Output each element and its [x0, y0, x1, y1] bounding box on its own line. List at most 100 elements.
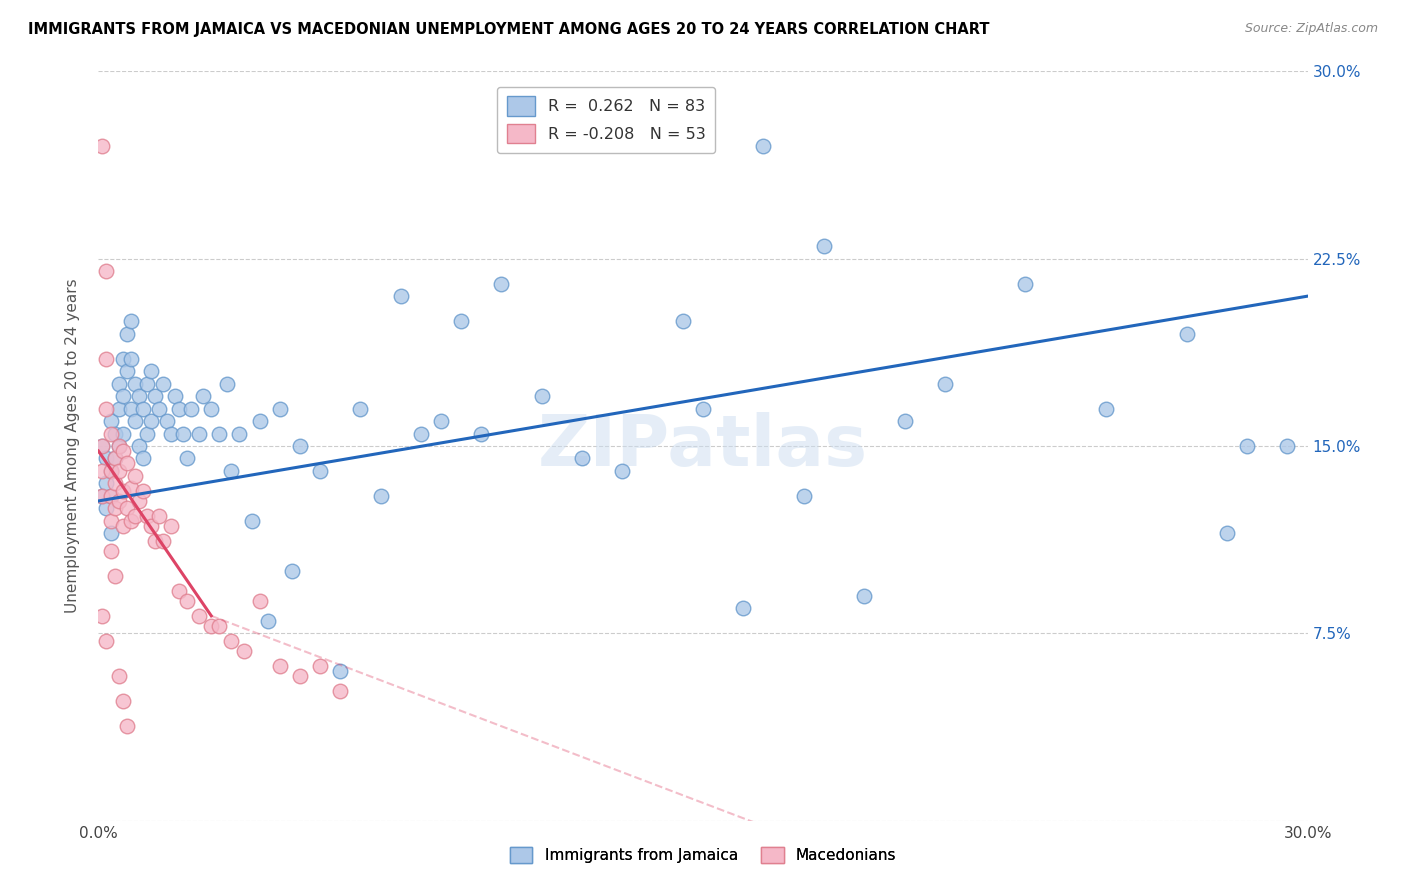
Point	[120, 514, 142, 528]
Point	[1014, 277, 1036, 291]
Point	[100, 514, 122, 528]
Point	[221, 464, 243, 478]
Point	[96, 264, 118, 278]
Point	[1095, 401, 1118, 416]
Point	[107, 401, 129, 416]
Point	[249, 414, 271, 428]
Point	[217, 376, 239, 391]
Point	[135, 426, 157, 441]
Point	[733, 601, 755, 615]
Point	[132, 401, 155, 416]
Point	[288, 439, 311, 453]
Point	[100, 489, 122, 503]
Point	[124, 469, 146, 483]
Point	[132, 451, 155, 466]
Point	[530, 389, 553, 403]
Point	[208, 619, 231, 633]
Point	[96, 476, 118, 491]
Point	[124, 414, 146, 428]
Point	[100, 464, 122, 478]
Point	[111, 444, 134, 458]
Point	[115, 457, 138, 471]
Point	[249, 594, 271, 608]
Point	[1277, 439, 1299, 453]
Point	[100, 489, 122, 503]
Point	[91, 608, 114, 623]
Point	[160, 519, 183, 533]
Point	[692, 401, 714, 416]
Point	[111, 519, 134, 533]
Point	[128, 389, 150, 403]
Point	[148, 401, 170, 416]
Point	[143, 389, 166, 403]
Y-axis label: Unemployment Among Ages 20 to 24 years: Unemployment Among Ages 20 to 24 years	[65, 278, 80, 614]
Point	[200, 401, 222, 416]
Point	[853, 589, 876, 603]
Point	[103, 569, 125, 583]
Point	[612, 464, 634, 478]
Point	[100, 426, 122, 441]
Point	[100, 526, 122, 541]
Point	[91, 489, 114, 503]
Point	[188, 426, 211, 441]
Point	[111, 351, 134, 366]
Point	[167, 583, 190, 598]
Point	[96, 501, 118, 516]
Point	[1175, 326, 1198, 341]
Point	[91, 139, 114, 153]
Legend: Immigrants from Jamaica, Macedonians: Immigrants from Jamaica, Macedonians	[503, 841, 903, 869]
Point	[309, 464, 332, 478]
Point	[221, 633, 243, 648]
Point	[115, 326, 138, 341]
Point	[1236, 439, 1258, 453]
Point	[107, 439, 129, 453]
Point	[172, 426, 194, 441]
Point	[240, 514, 263, 528]
Point	[228, 426, 250, 441]
Point	[329, 683, 352, 698]
Point	[139, 364, 162, 378]
Point	[752, 139, 775, 153]
Point	[256, 614, 278, 628]
Point	[103, 451, 125, 466]
Point	[91, 489, 114, 503]
Point	[152, 533, 174, 548]
Point	[103, 476, 125, 491]
Point	[124, 376, 146, 391]
Point	[167, 401, 190, 416]
Point	[349, 401, 371, 416]
Point	[180, 401, 202, 416]
Point	[103, 501, 125, 516]
Point	[288, 669, 311, 683]
Point	[893, 414, 915, 428]
Point	[370, 489, 392, 503]
Point	[160, 426, 183, 441]
Point	[120, 401, 142, 416]
Point	[193, 389, 215, 403]
Point	[96, 401, 118, 416]
Point	[176, 451, 198, 466]
Point	[269, 401, 291, 416]
Point	[91, 464, 114, 478]
Point	[107, 439, 129, 453]
Point	[389, 289, 412, 303]
Point	[111, 389, 134, 403]
Point	[96, 351, 118, 366]
Point	[281, 564, 304, 578]
Point	[143, 533, 166, 548]
Text: Source: ZipAtlas.com: Source: ZipAtlas.com	[1244, 22, 1378, 36]
Point	[1216, 526, 1239, 541]
Point	[96, 633, 118, 648]
Point	[115, 501, 138, 516]
Point	[115, 364, 138, 378]
Point	[107, 669, 129, 683]
Point	[148, 508, 170, 523]
Point	[120, 482, 142, 496]
Point	[100, 414, 122, 428]
Point	[120, 314, 142, 328]
Point	[96, 451, 118, 466]
Text: ZIPatlas: ZIPatlas	[538, 411, 868, 481]
Point	[107, 464, 129, 478]
Point	[135, 508, 157, 523]
Point	[91, 439, 114, 453]
